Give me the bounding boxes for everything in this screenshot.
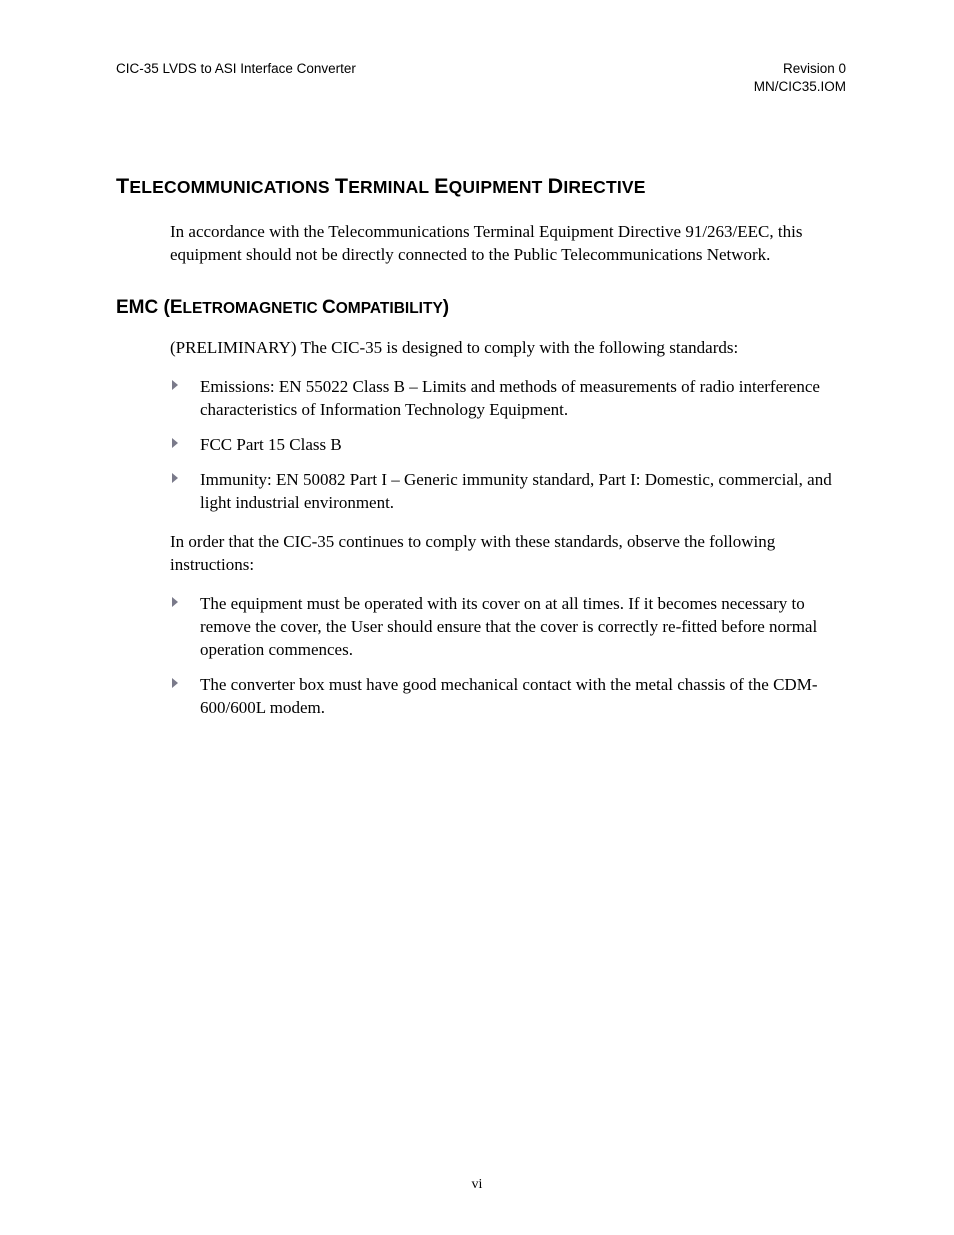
page-content: TELECOMMUNICATIONS TERMINAL EQUIPMENT DI… <box>116 174 846 719</box>
section2-heading: EMC (ELETROMAGNETIC COMPATIBILITY) <box>116 297 846 319</box>
bullet-icon <box>172 473 178 483</box>
section2-intro: (PRELIMINARY) The CIC-35 is designed to … <box>116 337 846 360</box>
section1-heading: TELECOMMUNICATIONS TERMINAL EQUIPMENT DI… <box>116 174 846 199</box>
section1-paragraph: In accordance with the Telecommunication… <box>116 221 846 267</box>
header-right: Revision 0 MN/CIC35.IOM <box>754 60 846 96</box>
list-item: The converter box must have good mechani… <box>170 674 846 720</box>
list-item: Emissions: EN 55022 Class B – Limits and… <box>170 376 846 422</box>
list-item: FCC Part 15 Class B <box>170 434 846 457</box>
bullet-icon <box>172 678 178 688</box>
section2-midpara: In order that the CIC-35 continues to co… <box>116 531 846 577</box>
section2-bullets-instructions: The equipment must be operated with its … <box>116 593 846 720</box>
bullet-icon <box>172 597 178 607</box>
header-revision: Revision 0 <box>754 60 846 78</box>
document-page: CIC-35 LVDS to ASI Interface Converter R… <box>0 0 954 1235</box>
header-docid: MN/CIC35.IOM <box>754 78 846 96</box>
section2-bullets-standards: Emissions: EN 55022 Class B – Limits and… <box>116 376 846 515</box>
list-item: The equipment must be operated with its … <box>170 593 846 662</box>
page-header: CIC-35 LVDS to ASI Interface Converter R… <box>116 60 846 96</box>
bullet-icon <box>172 380 178 390</box>
bullet-icon <box>172 438 178 448</box>
page-number: vi <box>0 1177 954 1193</box>
header-left: CIC-35 LVDS to ASI Interface Converter <box>116 60 356 96</box>
list-item: Immunity: EN 50082 Part I – Generic immu… <box>170 469 846 515</box>
